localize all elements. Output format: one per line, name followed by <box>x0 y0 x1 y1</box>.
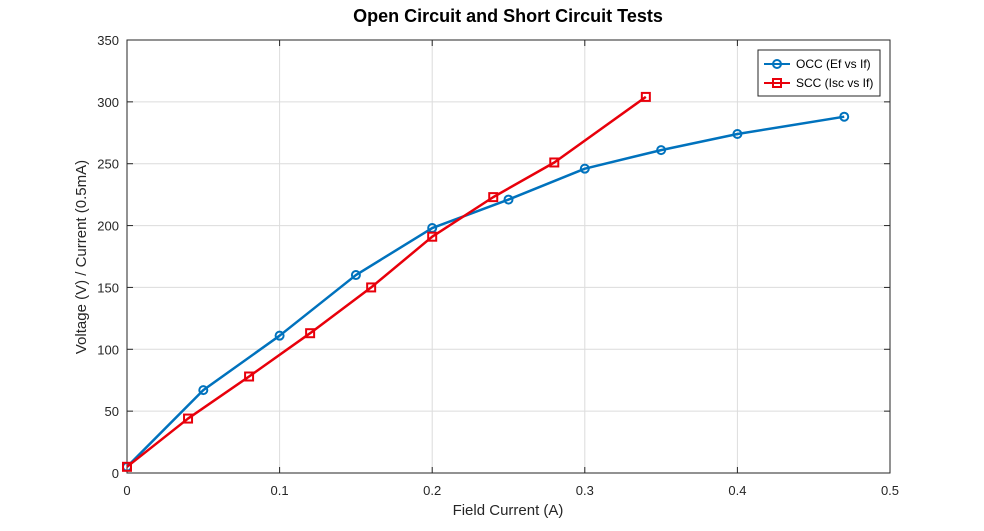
series-line <box>126 95 647 468</box>
legend-box <box>757 49 881 97</box>
data-point <box>122 461 132 472</box>
y-tick-label: 350 <box>97 33 119 48</box>
plot-frame <box>126 39 891 474</box>
data-point <box>640 91 651 102</box>
data-point <box>366 282 377 293</box>
data-point <box>579 163 590 174</box>
y-tick-label: 100 <box>97 342 119 357</box>
legend-label: SCC (Isc vs If) <box>796 76 873 90</box>
series-layer <box>122 91 850 472</box>
x-tick-label: 0.3 <box>576 483 594 498</box>
data-point <box>183 413 194 424</box>
grid <box>126 39 891 474</box>
legend-item: SCC (Isc vs If) <box>764 76 873 90</box>
series-occ <box>122 111 850 472</box>
legend: OCC (Ef vs If) SCC (Isc vs If) <box>757 49 881 97</box>
data-point <box>350 270 361 281</box>
y-axis: 0 50 100 150 200 250 300 350 <box>97 33 890 481</box>
data-point <box>656 145 667 156</box>
y-tick-label: 200 <box>97 219 119 234</box>
data-point <box>839 111 850 122</box>
data-point <box>305 328 316 339</box>
x-axis-label: Field Current (A) <box>453 502 564 519</box>
data-point <box>274 330 285 341</box>
x-tick-label: 0.2 <box>423 483 441 498</box>
legend-label: OCC (Ef vs If) <box>796 57 871 71</box>
data-point <box>198 385 209 396</box>
y-tick-label: 300 <box>97 95 119 110</box>
x-tick-label: 0.1 <box>271 483 289 498</box>
data-point <box>427 231 438 242</box>
legend-swatch-marker <box>772 78 782 88</box>
y-tick-label: 150 <box>97 280 119 295</box>
data-point <box>732 129 743 140</box>
chart-title: Open Circuit and Short Circuit Tests <box>353 6 663 26</box>
y-tick-label: 250 <box>97 157 119 172</box>
y-axis-label: Voltage (V) / Current (0.5mA) <box>73 160 90 354</box>
series-scc <box>122 91 651 472</box>
data-point <box>244 371 255 382</box>
data-point <box>549 157 560 168</box>
x-tick-label: 0 <box>123 483 130 498</box>
x-tick-label: 0.5 <box>881 483 899 498</box>
y-tick-label: 0 <box>112 466 119 481</box>
legend-item: OCC (Ef vs If) <box>764 57 871 71</box>
y-tick-label: 50 <box>105 404 119 419</box>
x-axis: 0 0.1 0.2 0.3 0.4 0.5 <box>123 40 899 498</box>
data-point <box>488 192 499 203</box>
data-point <box>503 194 514 205</box>
series-line <box>126 115 845 468</box>
x-tick-label: 0.4 <box>728 483 746 498</box>
legend-swatch-marker <box>772 59 782 69</box>
